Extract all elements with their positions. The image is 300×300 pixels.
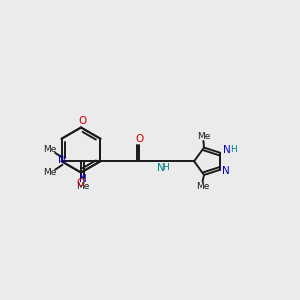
Text: N: N xyxy=(58,155,66,165)
Text: N: N xyxy=(222,166,230,176)
Text: Me: Me xyxy=(43,145,56,154)
Text: Me: Me xyxy=(197,132,211,141)
Text: Me: Me xyxy=(196,182,209,191)
Text: N: N xyxy=(79,174,86,184)
Text: N: N xyxy=(157,163,164,173)
Text: O: O xyxy=(135,134,144,144)
Text: Me: Me xyxy=(43,168,56,177)
Text: H: H xyxy=(162,163,169,172)
Text: N: N xyxy=(223,145,231,155)
Text: Me: Me xyxy=(76,182,89,191)
Text: O: O xyxy=(79,116,87,127)
Text: H: H xyxy=(230,145,236,154)
Text: O: O xyxy=(76,178,85,188)
